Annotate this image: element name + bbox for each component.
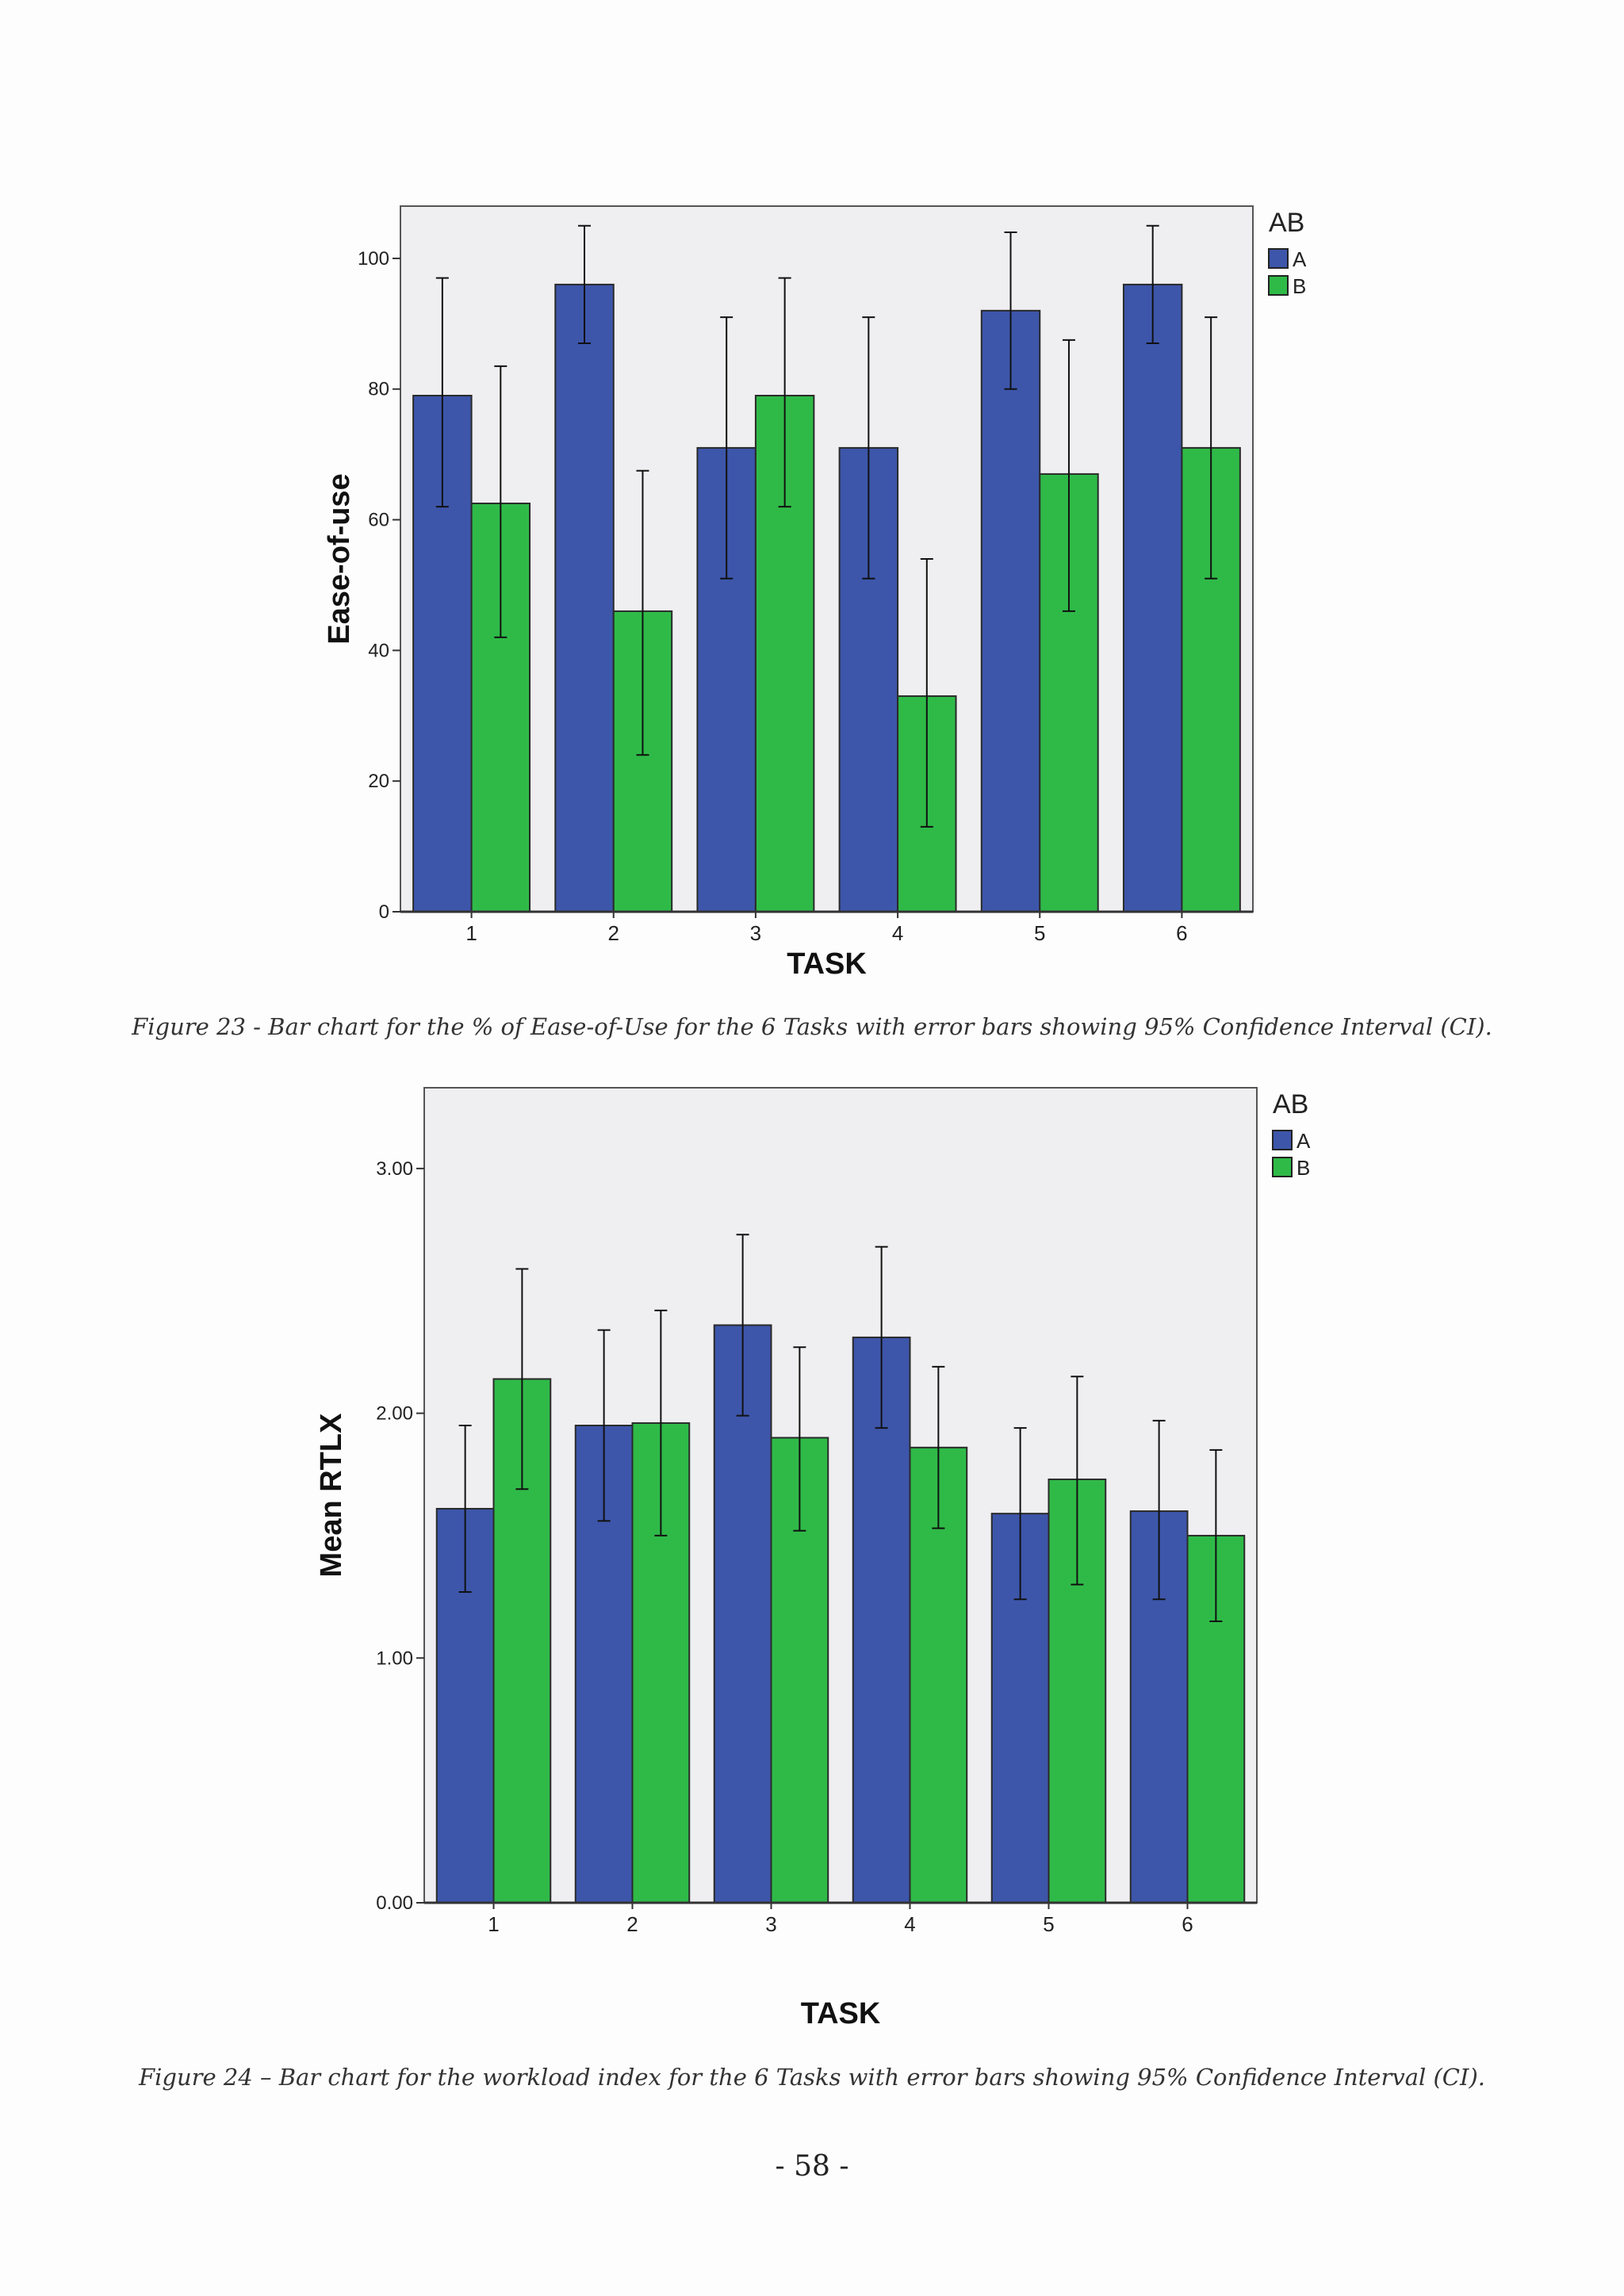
y-axis-title: Mean RTLX bbox=[315, 1413, 348, 1578]
page-number: - 58 - bbox=[775, 2150, 849, 2183]
y-tick-label: 60 bbox=[368, 510, 389, 531]
y-tick-label: 1.00 bbox=[376, 1647, 413, 1669]
y-tick-label: 20 bbox=[368, 771, 389, 792]
x-axis-title: TASK bbox=[787, 947, 867, 981]
x-tick-label: 5 bbox=[1043, 1912, 1054, 1936]
figure-24-caption: Figure 24 – Bar chart for the workload i… bbox=[138, 2064, 1485, 2091]
x-tick-label: 2 bbox=[626, 1912, 638, 1936]
workload-chart: 1 2 3 4 5 6 0.00 1.00 2.00 3.00 TASK Mean RTLX AB AB bbox=[315, 1087, 1311, 2030]
legend-swatch-a bbox=[1272, 1130, 1293, 1150]
figure-23-caption: Figure 23 - Bar chart for the % of Ease-… bbox=[132, 1013, 1492, 1040]
x-tick-label: 4 bbox=[904, 1912, 915, 1936]
plot-area bbox=[423, 1087, 1258, 1904]
legend-label-b: B bbox=[1297, 1156, 1310, 1180]
x-tick-label: 3 bbox=[750, 921, 761, 945]
plot-area bbox=[400, 205, 1254, 913]
y-tick-label: 0 bbox=[379, 901, 389, 923]
y-tick-label: 100 bbox=[358, 248, 389, 270]
legend-label-a: A bbox=[1293, 247, 1307, 271]
y-tick-label: 0.00 bbox=[376, 1892, 413, 1914]
legend-title: AB bbox=[1269, 208, 1304, 238]
y-tick-label: 3.00 bbox=[376, 1158, 413, 1180]
x-tick-label: 5 bbox=[1034, 921, 1045, 945]
y-tick-label: 2.00 bbox=[376, 1403, 413, 1425]
legend-swatch-b bbox=[1268, 275, 1289, 296]
legend-swatch-b bbox=[1272, 1157, 1293, 1177]
x-tick-label: 6 bbox=[1176, 921, 1187, 945]
legend-swatch-a bbox=[1268, 248, 1289, 269]
legend-title: AB bbox=[1273, 1089, 1308, 1119]
legend-label-b: B bbox=[1293, 274, 1306, 298]
y-tick-label: 40 bbox=[368, 640, 389, 661]
bar-a-task-6 bbox=[1122, 283, 1183, 913]
legend-label-a: A bbox=[1297, 1129, 1311, 1153]
x-tick-label: 6 bbox=[1182, 1912, 1193, 1936]
bar-a-task-5 bbox=[980, 309, 1041, 913]
bar-a-task-2 bbox=[554, 283, 615, 913]
y-axis-title: Ease-of-use bbox=[323, 473, 356, 644]
y-tick-label: 80 bbox=[368, 379, 389, 400]
x-tick-label: 3 bbox=[765, 1912, 776, 1936]
x-tick-label: 4 bbox=[892, 921, 903, 945]
x-axis-title: TASK bbox=[801, 1997, 881, 2030]
x-tick-label: 2 bbox=[608, 921, 619, 945]
x-tick-label: 1 bbox=[488, 1912, 499, 1936]
x-tick-label: 1 bbox=[465, 921, 477, 945]
